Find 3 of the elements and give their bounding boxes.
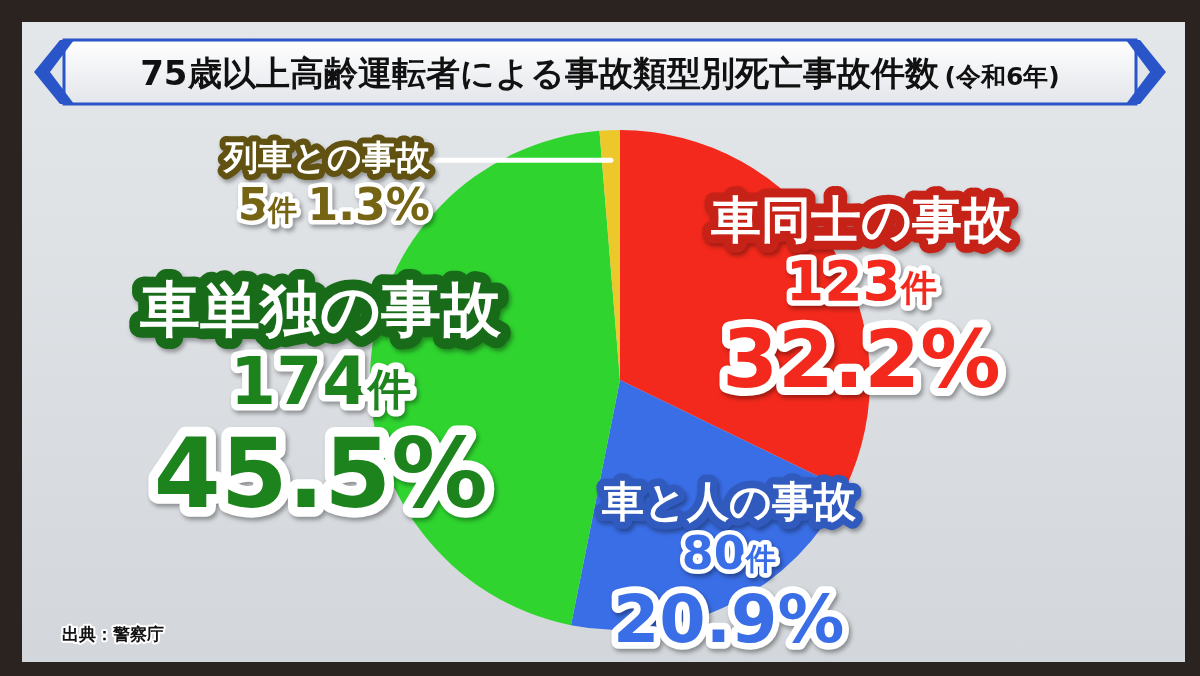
chart-subtitle: (令和6年) xyxy=(944,62,1060,91)
chart-title: 75歳以上高齢運転者による事故類型別死亡事故件数 xyxy=(140,53,940,93)
source-note: 出典：警察庁 xyxy=(62,624,164,644)
